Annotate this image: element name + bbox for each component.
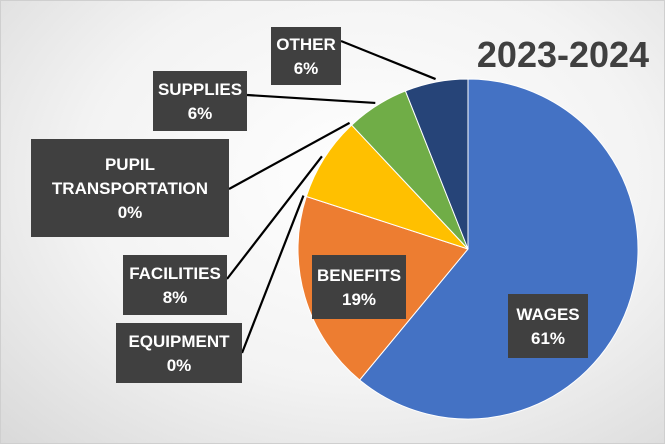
leader-line-equipment bbox=[240, 195, 305, 354]
data-label-value: 6% bbox=[294, 59, 319, 78]
data-label-value: 19% bbox=[342, 290, 376, 309]
data-label-value: 61% bbox=[531, 329, 565, 348]
data-label-category: BENEFITS bbox=[317, 266, 401, 285]
data-label-value: 0% bbox=[167, 356, 192, 375]
data-label-value: 0% bbox=[118, 203, 143, 222]
data-label-box bbox=[312, 255, 406, 319]
data-labels: WAGES 61% BENEFITS 19% EQUIPMENT 0% FACILITIES… bbox=[31, 27, 588, 383]
data-label-box bbox=[153, 71, 247, 131]
data-label-box bbox=[116, 323, 242, 383]
data-label-wages: WAGES 61% bbox=[508, 294, 588, 358]
data-label-category: EQUIPMENT bbox=[128, 332, 230, 351]
leader-line-other bbox=[340, 39, 436, 81]
pie-slices bbox=[297, 78, 639, 420]
data-label-benefits: BENEFITS 19% bbox=[312, 255, 406, 319]
data-label-facilities: FACILITIES 8% bbox=[123, 255, 227, 315]
data-label-box bbox=[508, 294, 588, 358]
data-label-equipment: EQUIPMENT 0% bbox=[116, 323, 242, 383]
data-label-other: OTHER 6% bbox=[271, 27, 341, 85]
data-label-value: 8% bbox=[163, 288, 188, 307]
data-label-category: SUPPLIES bbox=[158, 80, 242, 99]
leader-line-supplies bbox=[246, 93, 376, 105]
data-label-category: OTHER bbox=[276, 35, 336, 54]
leader-line-pupil-transportation bbox=[228, 121, 351, 190]
data-label-box bbox=[31, 139, 229, 237]
data-label-category: FACILITIES bbox=[129, 264, 221, 283]
data-label-value: 6% bbox=[188, 104, 213, 123]
data-label-box bbox=[123, 255, 227, 315]
leader-lines bbox=[226, 39, 436, 354]
chart-title: 2023-2024 bbox=[477, 34, 649, 75]
data-label-category: TRANSPORTATION bbox=[52, 179, 208, 198]
pie-slice-other bbox=[404, 78, 469, 250]
data-label-supplies: SUPPLIES 6% bbox=[153, 71, 247, 131]
data-label-box bbox=[271, 27, 341, 85]
data-label-pupil-transportation: PUPIL TRANSPORTATION 0% bbox=[31, 139, 229, 237]
leader-line-facilities bbox=[226, 155, 323, 280]
data-label-category: WAGES bbox=[516, 305, 579, 324]
data-label-category: PUPIL bbox=[105, 155, 155, 174]
